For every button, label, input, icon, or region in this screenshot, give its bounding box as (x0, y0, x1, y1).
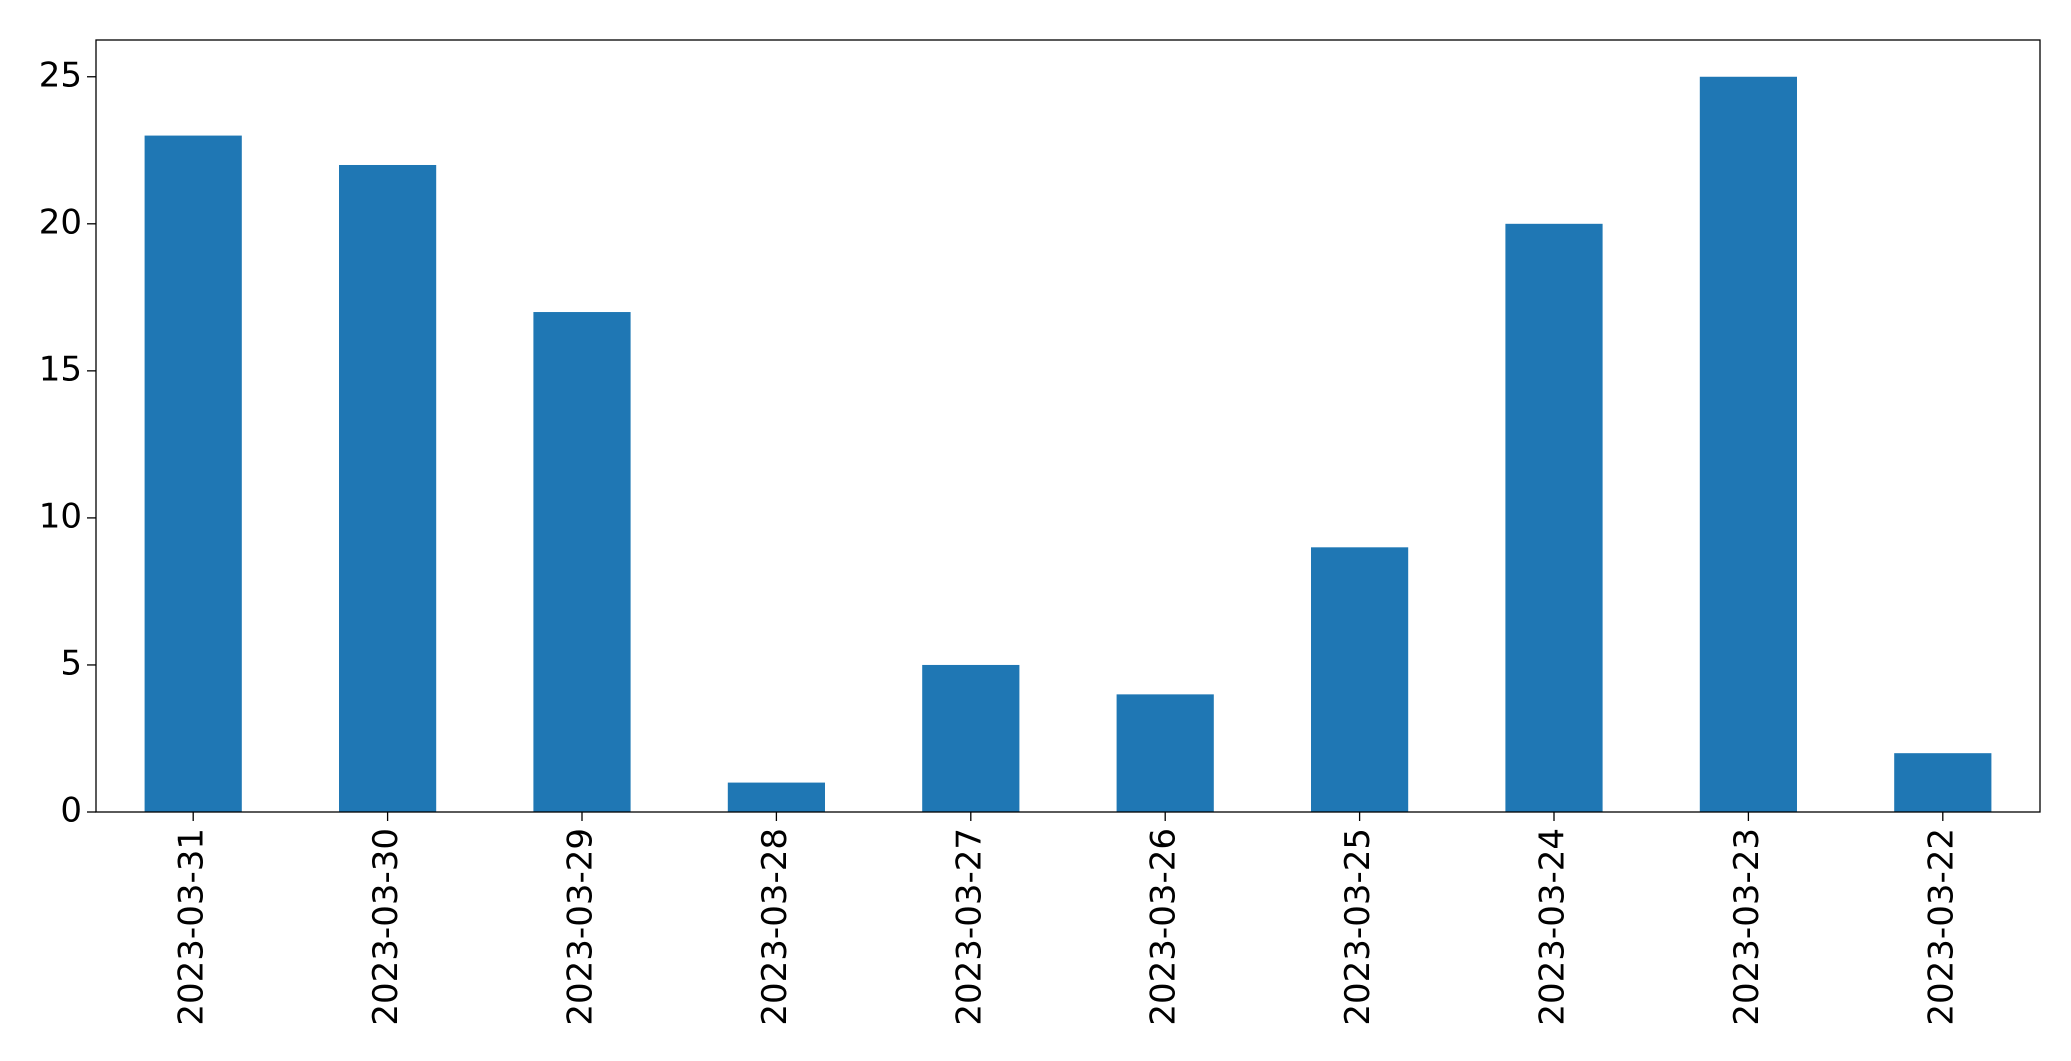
x-tick-label: 2023-03-22 (1921, 828, 1961, 1026)
bar (727, 782, 825, 812)
bar (1311, 547, 1409, 812)
bar (339, 164, 437, 812)
bar (144, 135, 242, 813)
bar (1116, 694, 1214, 812)
x-tick-label: 2023-03-28 (755, 828, 795, 1026)
x-tick-label: 2023-03-24 (1533, 828, 1573, 1026)
x-tick-label: 2023-03-26 (1144, 828, 1184, 1026)
x-tick-label: 2023-03-23 (1727, 828, 1767, 1026)
x-tick-label: 2023-03-30 (366, 828, 406, 1026)
y-tick-label: 15 (39, 349, 82, 389)
bar (533, 312, 631, 812)
bar (922, 664, 1020, 812)
y-tick-label: 10 (39, 496, 82, 536)
x-tick-label: 2023-03-27 (949, 828, 989, 1026)
x-tick-label: 2023-03-25 (1338, 828, 1378, 1026)
x-tick-label: 2023-03-31 (172, 828, 212, 1026)
x-tick-label: 2023-03-29 (561, 828, 601, 1026)
bar (1699, 76, 1797, 812)
y-tick-label: 0 (60, 791, 82, 831)
plot-frame (95, 39, 2041, 813)
y-tick-label: 5 (60, 643, 82, 683)
bar (1894, 753, 1992, 812)
y-tick-label: 25 (39, 55, 82, 95)
y-tick-label: 20 (39, 202, 82, 242)
bar (1505, 223, 1603, 813)
